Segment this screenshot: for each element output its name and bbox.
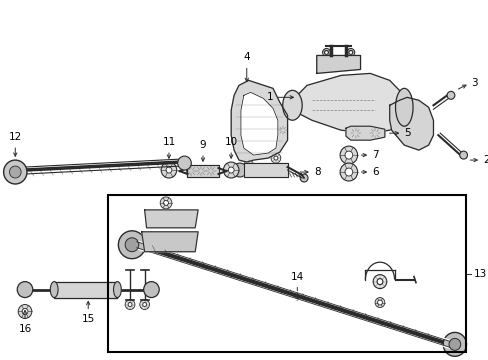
Circle shape (125, 300, 135, 310)
Polygon shape (244, 163, 287, 177)
Text: 11: 11 (162, 137, 175, 147)
Circle shape (344, 168, 352, 176)
Circle shape (196, 166, 205, 176)
Circle shape (161, 162, 176, 178)
Circle shape (186, 166, 196, 176)
Circle shape (376, 279, 382, 285)
Text: 1: 1 (266, 92, 272, 102)
Circle shape (22, 309, 28, 315)
Bar (107, 195, 465, 352)
Circle shape (23, 288, 26, 291)
Circle shape (377, 300, 382, 305)
Circle shape (157, 216, 162, 221)
Polygon shape (389, 97, 432, 150)
Polygon shape (316, 55, 360, 73)
Text: 14: 14 (290, 271, 304, 282)
Circle shape (166, 167, 171, 173)
Circle shape (18, 305, 32, 319)
Circle shape (9, 166, 21, 178)
Polygon shape (231, 80, 287, 162)
Circle shape (240, 131, 247, 139)
Circle shape (150, 288, 153, 291)
Circle shape (143, 282, 159, 298)
Circle shape (324, 50, 328, 54)
Circle shape (244, 160, 253, 170)
Text: 10: 10 (224, 137, 237, 147)
Circle shape (125, 238, 139, 252)
Text: 3: 3 (470, 78, 477, 88)
Circle shape (372, 275, 386, 289)
Circle shape (350, 128, 360, 138)
Circle shape (163, 201, 168, 206)
Circle shape (223, 162, 239, 178)
Ellipse shape (113, 282, 121, 298)
Text: 5: 5 (404, 128, 410, 138)
Polygon shape (241, 92, 277, 155)
Circle shape (246, 163, 250, 167)
Circle shape (205, 166, 215, 176)
Circle shape (151, 237, 161, 247)
Circle shape (128, 302, 132, 306)
Text: 4: 4 (243, 53, 249, 62)
Text: 12: 12 (9, 132, 22, 142)
Circle shape (300, 174, 307, 182)
Circle shape (459, 151, 467, 159)
Text: 2: 2 (482, 155, 488, 165)
Text: 16: 16 (19, 324, 32, 334)
Circle shape (160, 197, 171, 209)
Circle shape (348, 50, 352, 54)
Text: 7: 7 (371, 150, 378, 160)
Circle shape (372, 131, 377, 136)
Circle shape (199, 169, 203, 173)
Circle shape (346, 49, 354, 57)
Circle shape (374, 298, 384, 307)
Circle shape (140, 300, 149, 310)
Circle shape (442, 332, 466, 356)
Ellipse shape (50, 282, 58, 298)
Circle shape (344, 151, 352, 159)
Circle shape (273, 156, 277, 160)
Circle shape (177, 237, 187, 247)
Circle shape (322, 49, 330, 57)
Polygon shape (54, 282, 117, 298)
Ellipse shape (395, 88, 412, 126)
Circle shape (446, 91, 454, 99)
Circle shape (270, 153, 280, 163)
Circle shape (278, 126, 286, 134)
Circle shape (21, 285, 29, 293)
Circle shape (280, 128, 284, 132)
Polygon shape (187, 165, 218, 177)
Circle shape (147, 285, 155, 293)
Circle shape (142, 302, 146, 306)
Text: 13: 13 (472, 269, 486, 279)
Text: 15: 15 (81, 315, 95, 324)
Circle shape (177, 156, 191, 170)
Ellipse shape (282, 90, 302, 120)
Polygon shape (292, 73, 404, 133)
Circle shape (178, 214, 188, 224)
Circle shape (242, 133, 245, 137)
Circle shape (181, 216, 185, 221)
Circle shape (369, 128, 379, 138)
Polygon shape (144, 210, 198, 228)
Text: 9: 9 (199, 140, 206, 150)
Circle shape (352, 131, 357, 136)
Text: 6: 6 (371, 167, 378, 177)
Circle shape (180, 239, 184, 244)
Circle shape (17, 282, 33, 298)
Circle shape (189, 169, 193, 173)
Circle shape (118, 231, 145, 259)
Circle shape (340, 163, 357, 181)
Polygon shape (142, 232, 198, 252)
Circle shape (154, 239, 159, 244)
Circle shape (233, 163, 246, 177)
Circle shape (448, 338, 460, 350)
Polygon shape (345, 126, 384, 140)
Circle shape (208, 169, 212, 173)
Text: 8: 8 (313, 167, 320, 177)
Circle shape (154, 214, 164, 224)
Circle shape (228, 167, 234, 173)
Circle shape (3, 160, 27, 184)
Circle shape (340, 146, 357, 164)
